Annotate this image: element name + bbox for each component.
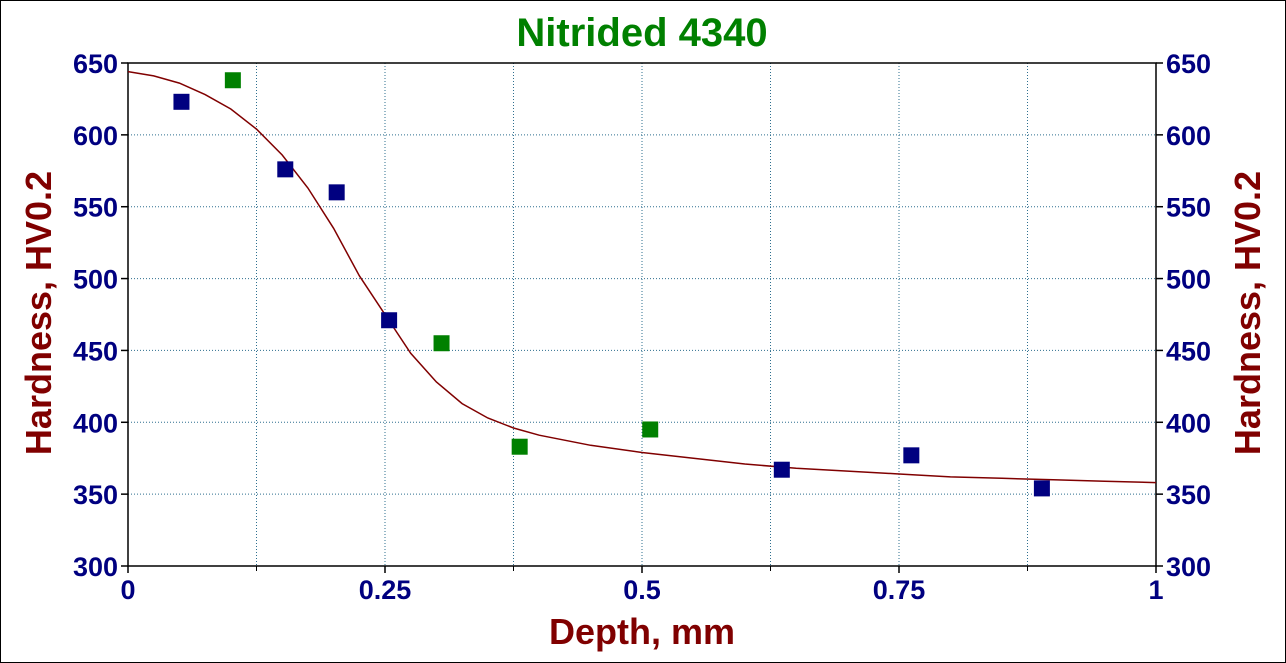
y-right-tick-label: 500 <box>1166 265 1211 295</box>
y-left-tick-label: 550 <box>73 193 118 223</box>
blue-data-point <box>1033 480 1050 497</box>
blue-data-point <box>903 447 920 464</box>
green-data-point <box>642 421 659 438</box>
green-data-point <box>433 335 450 352</box>
hardness-fit-curve <box>127 70 1157 484</box>
gridlines <box>128 63 1156 566</box>
y-right-tick-label: 350 <box>1166 480 1211 510</box>
x-tick-label: 0.75 <box>873 575 926 605</box>
y-axis-label-left: Hardness, HV0.2 <box>18 171 59 455</box>
y-left-tick-label: 650 <box>73 49 118 79</box>
x-tick-label: 0 <box>120 575 135 605</box>
blue-data-point <box>381 312 398 329</box>
y-left-tick-label: 350 <box>73 480 118 510</box>
y-right-tick-label: 650 <box>1166 49 1211 79</box>
data-markers <box>173 72 1050 497</box>
y-left-tick-label: 500 <box>73 265 118 295</box>
chart-title: Nitrided 4340 <box>516 11 767 55</box>
y-left-tick-label: 600 <box>73 121 118 151</box>
blue-data-point <box>328 184 345 201</box>
green-data-point <box>511 438 528 455</box>
y-right-tick-label: 300 <box>1166 552 1211 582</box>
fit-curve-layer <box>127 70 1157 484</box>
blue-data-point <box>173 93 190 110</box>
blue-data-point <box>773 461 790 478</box>
y-left-tick-label: 450 <box>73 336 118 366</box>
y-axis-label-right: Hardness, HV0.2 <box>1227 171 1268 455</box>
y-right-tick-label: 450 <box>1166 336 1211 366</box>
y-left-tick-label: 300 <box>73 552 118 582</box>
y-left-tick-label: 400 <box>73 408 118 438</box>
x-tick-label: 1 <box>1148 575 1163 605</box>
y-right-tick-label: 600 <box>1166 121 1211 151</box>
x-tick-label: 0.5 <box>623 575 661 605</box>
green-data-point <box>224 72 241 89</box>
y-right-tick-label: 550 <box>1166 193 1211 223</box>
y-right-tick-label: 400 <box>1166 408 1211 438</box>
x-tick-label: 0.25 <box>359 575 412 605</box>
blue-data-point <box>277 161 294 178</box>
x-axis-label: Depth, mm <box>549 611 735 652</box>
